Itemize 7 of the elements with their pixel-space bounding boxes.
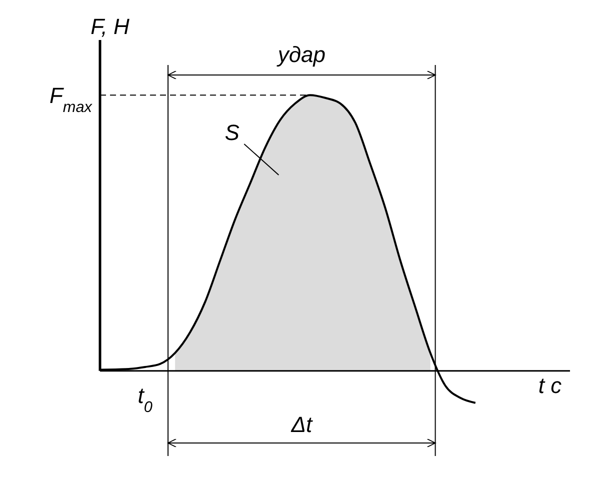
annotation: t$_{0}$ <box>138 383 153 416</box>
annotation: S <box>224 120 240 145</box>
x-axis-title: t с <box>538 372 562 398</box>
y-axis-title: F, Н <box>90 14 130 39</box>
text: удар <box>276 42 326 67</box>
text: Δt <box>290 412 313 437</box>
ref-line-label: F$_{max}$ <box>49 83 94 116</box>
